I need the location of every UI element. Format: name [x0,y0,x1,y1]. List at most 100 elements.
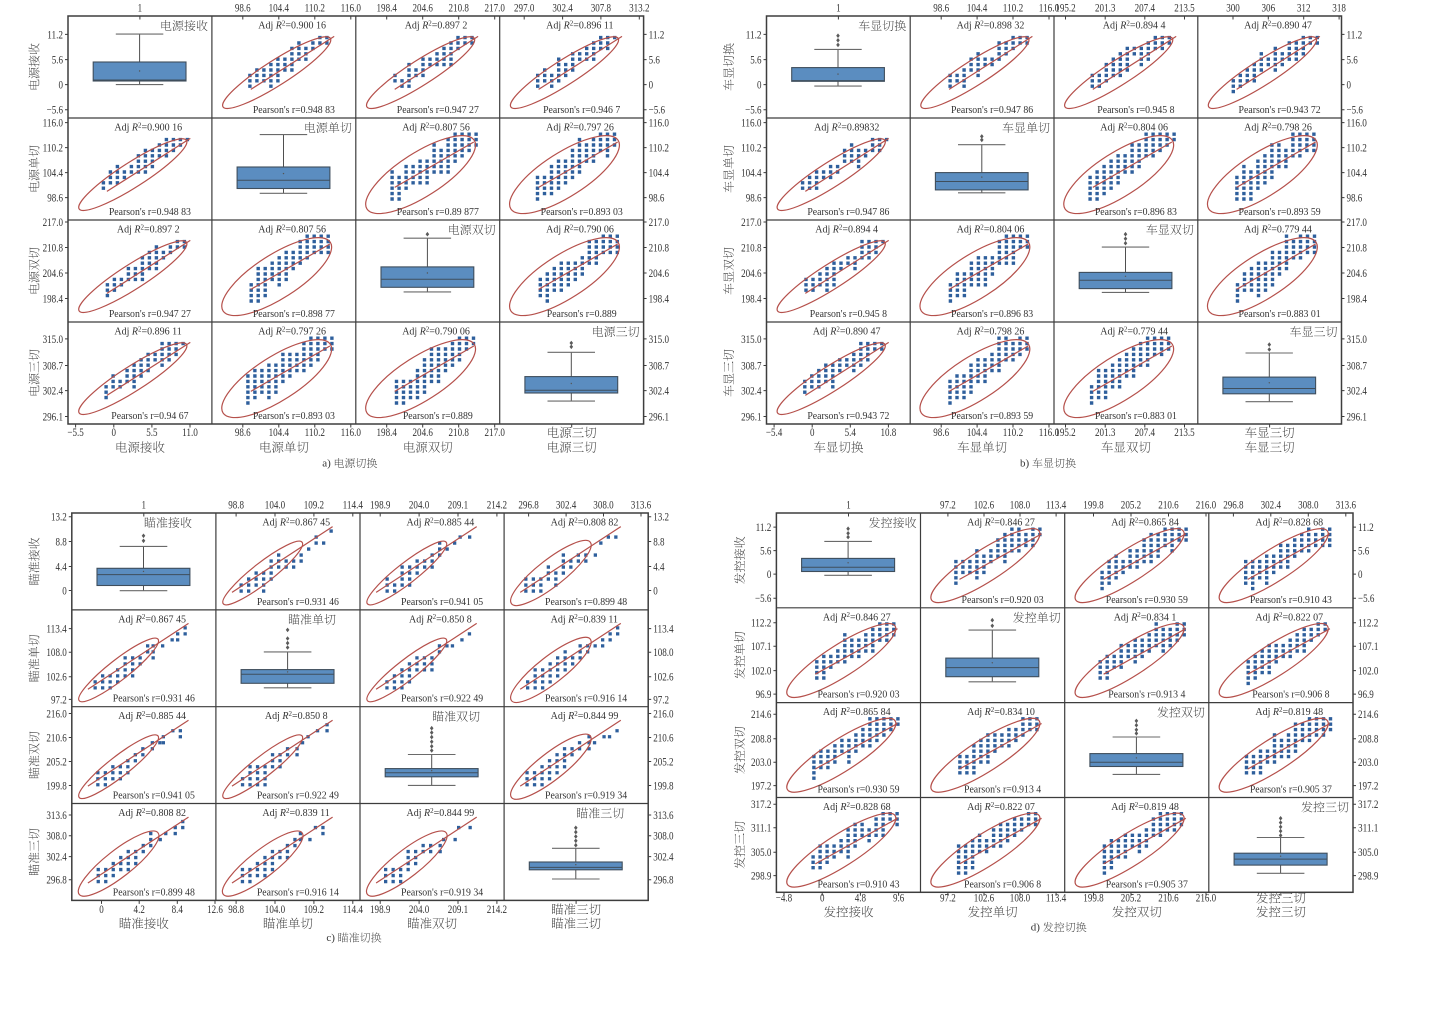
svg-text:Adj R2=0.807 56: Adj R2=0.807 56 [258,223,326,235]
svg-text:Adj R2=0.89832: Adj R2=0.89832 [814,121,879,133]
svg-text:Adj R2=0.896 11: Adj R2=0.896 11 [546,19,613,31]
svg-text:217.0: 217.0 [649,216,670,229]
svg-text:98.8: 98.8 [228,499,244,512]
svg-text:Adj R2=0.839 11: Adj R2=0.839 11 [551,613,618,625]
svg-text:199.8: 199.8 [46,779,67,792]
svg-text:305.0: 305.0 [1358,846,1379,859]
svg-text:104.0: 104.0 [265,903,286,916]
svg-text:Pearson's r=0.919 34: Pearson's r=0.919 34 [545,791,627,802]
svg-text:104.4: 104.4 [43,167,64,180]
svg-text:104.4: 104.4 [269,426,290,439]
svg-text:204.0: 204.0 [409,903,430,916]
svg-text:98.8: 98.8 [228,903,244,916]
svg-text:198.4: 198.4 [1347,292,1368,305]
svg-text:−5.6: −5.6 [1347,104,1364,117]
svg-text:Pearson's r=0.941 05: Pearson's r=0.941 05 [113,791,195,802]
svg-text:Adj R2=0.790 06: Adj R2=0.790 06 [402,325,470,337]
svg-text:11.2: 11.2 [649,28,665,41]
svg-text:308.7: 308.7 [741,359,762,372]
svg-text:216.0: 216.0 [46,707,67,720]
svg-text:Adj R2=0.890 47: Adj R2=0.890 47 [1244,19,1312,31]
svg-text:207.4: 207.4 [1135,2,1156,15]
svg-text:217.0: 217.0 [43,216,64,229]
svg-text:108.0: 108.0 [653,646,674,659]
svg-text:296.8: 296.8 [1223,499,1244,512]
svg-text:302.4: 302.4 [1261,499,1282,512]
svg-text:213.5: 213.5 [1174,2,1195,15]
svg-text:296.1: 296.1 [649,410,670,423]
svg-text:296.8: 296.8 [653,874,674,887]
svg-text:Adj R2=0.819 48: Adj R2=0.819 48 [1255,706,1323,718]
svg-text:Adj R2=0.844 99: Adj R2=0.844 99 [407,807,475,819]
svg-text:313.2: 313.2 [629,2,650,15]
svg-text:198.9: 198.9 [370,903,391,916]
svg-text:308.7: 308.7 [1347,359,1368,372]
svg-text:198.4: 198.4 [377,2,398,15]
svg-text:Pearson's r=0.913 4: Pearson's r=0.913 4 [1108,690,1185,701]
svg-text:110.2: 110.2 [1347,142,1368,155]
svg-text:315.0: 315.0 [43,333,64,346]
svg-text:302.4: 302.4 [46,851,67,864]
svg-text:Adj R2=0.834 1: Adj R2=0.834 1 [1114,611,1177,623]
svg-text:102.6: 102.6 [974,892,995,905]
svg-text:Pearson's r=0.906 8: Pearson's r=0.906 8 [1252,690,1329,701]
svg-text:Pearson's r=0.899 48: Pearson's r=0.899 48 [113,887,195,898]
svg-text:Adj R2=0.894 4: Adj R2=0.894 4 [815,223,878,235]
svg-text:102.6: 102.6 [974,499,995,512]
svg-text:97.2: 97.2 [940,892,956,905]
svg-text:−5.6: −5.6 [649,104,666,117]
svg-text:203.0: 203.0 [1358,756,1379,769]
svg-text:Adj R2=0.790 06: Adj R2=0.790 06 [546,223,614,235]
svg-text:205.2: 205.2 [46,755,67,768]
svg-text:216.0: 216.0 [1196,892,1217,905]
svg-text:110.2: 110.2 [1003,2,1024,15]
svg-text:1: 1 [846,499,851,512]
svg-text:Pearson's r=0.947 86: Pearson's r=0.947 86 [951,105,1033,116]
svg-text:199.8: 199.8 [1083,499,1104,512]
svg-text:1: 1 [138,2,143,15]
svg-text:300: 300 [1226,2,1240,15]
svg-text:5.5: 5.5 [146,426,157,439]
svg-text:315.0: 315.0 [1347,333,1368,346]
svg-text:198.4: 198.4 [649,292,670,305]
svg-text:Pearson's r=0.910 43: Pearson's r=0.910 43 [1250,595,1332,606]
svg-text:0: 0 [767,568,772,581]
svg-text:−5.6: −5.6 [745,104,762,117]
svg-text:210.6: 210.6 [46,731,67,744]
svg-text:Adj R2=0.846 27: Adj R2=0.846 27 [823,611,891,623]
svg-text:−5.6: −5.6 [755,592,772,605]
svg-text:Pearson's r=0.898 77: Pearson's r=0.898 77 [253,309,335,320]
svg-text:97.2: 97.2 [51,693,67,706]
svg-text:Adj R2=0.779 44: Adj R2=0.779 44 [1100,325,1168,337]
svg-text:Pearson's r=0.906 8: Pearson's r=0.906 8 [964,879,1041,890]
svg-text:Pearson's r=0.941 05: Pearson's r=0.941 05 [401,597,483,608]
svg-text:−5.6: −5.6 [47,104,64,117]
svg-text:210.6: 210.6 [1158,499,1179,512]
svg-text:113.4: 113.4 [46,623,67,636]
svg-text:98.6: 98.6 [649,192,665,205]
svg-text:0: 0 [820,892,825,905]
svg-text:0: 0 [653,584,658,597]
svg-text:Adj R2=0.828 68: Adj R2=0.828 68 [1255,516,1323,528]
svg-text:308.7: 308.7 [649,359,670,372]
svg-text:12.6: 12.6 [207,903,223,916]
svg-text:Pearson's r=0.896 83: Pearson's r=0.896 83 [1095,207,1177,218]
svg-text:108.0: 108.0 [1010,499,1031,512]
svg-text:104.0: 104.0 [265,499,286,512]
svg-text:Adj R2=0.797 26: Adj R2=0.797 26 [258,325,326,337]
svg-text:108.0: 108.0 [1010,892,1031,905]
svg-text:Pearson's r=0.947 27: Pearson's r=0.947 27 [397,105,479,116]
svg-text:0: 0 [62,584,67,597]
svg-text:Adj R2=0.808 82: Adj R2=0.808 82 [118,807,186,819]
svg-text:Adj R2=0.798 26: Adj R2=0.798 26 [1244,121,1312,133]
svg-text:208.8: 208.8 [1358,733,1379,746]
svg-text:214.2: 214.2 [487,499,508,512]
svg-text:116.0: 116.0 [1039,426,1060,439]
svg-text:102.6: 102.6 [46,671,67,684]
svg-text:107.1: 107.1 [751,640,772,653]
svg-text:Pearson's r=0.920 03: Pearson's r=0.920 03 [962,595,1044,606]
svg-text:Adj R2=0.798 26: Adj R2=0.798 26 [957,325,1025,337]
svg-text:Adj R2=0.865 84: Adj R2=0.865 84 [1111,516,1179,528]
svg-text:112.2: 112.2 [751,617,772,630]
svg-text:Pearson's r=0.893 59: Pearson's r=0.893 59 [951,411,1033,422]
